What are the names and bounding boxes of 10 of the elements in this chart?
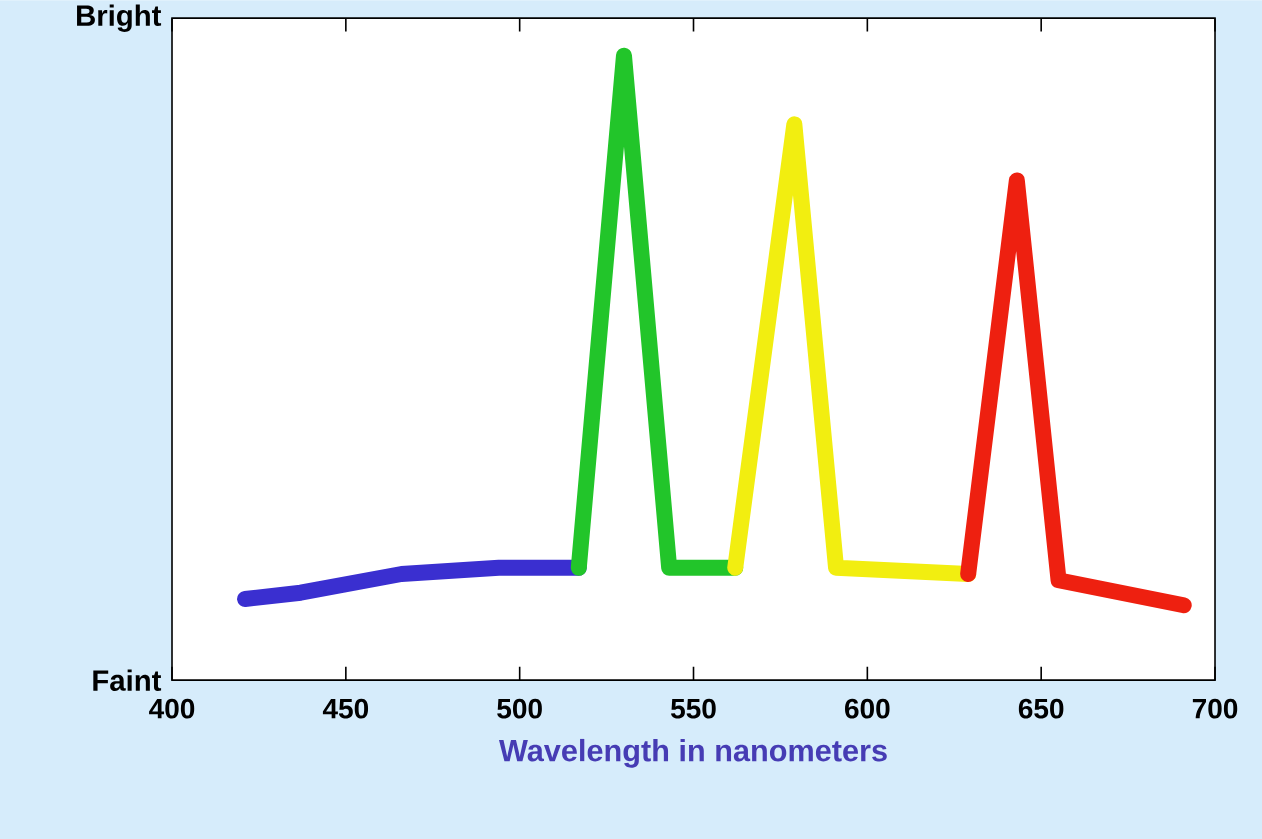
x-tick-label: 500 [497,698,542,719]
x-tick-label: 550 [671,698,716,719]
x-tick-label: 450 [322,698,369,719]
x-tick-label: 600 [845,698,890,719]
x-tick-label: 400 [149,698,195,719]
x-axis-title: Wavelength in nanometers [498,738,887,768]
text: Faint [93,669,162,691]
x-tick-label: 650 [1018,698,1064,719]
text: Bright [77,4,162,32]
x-tick-label: 700 [1192,698,1238,719]
